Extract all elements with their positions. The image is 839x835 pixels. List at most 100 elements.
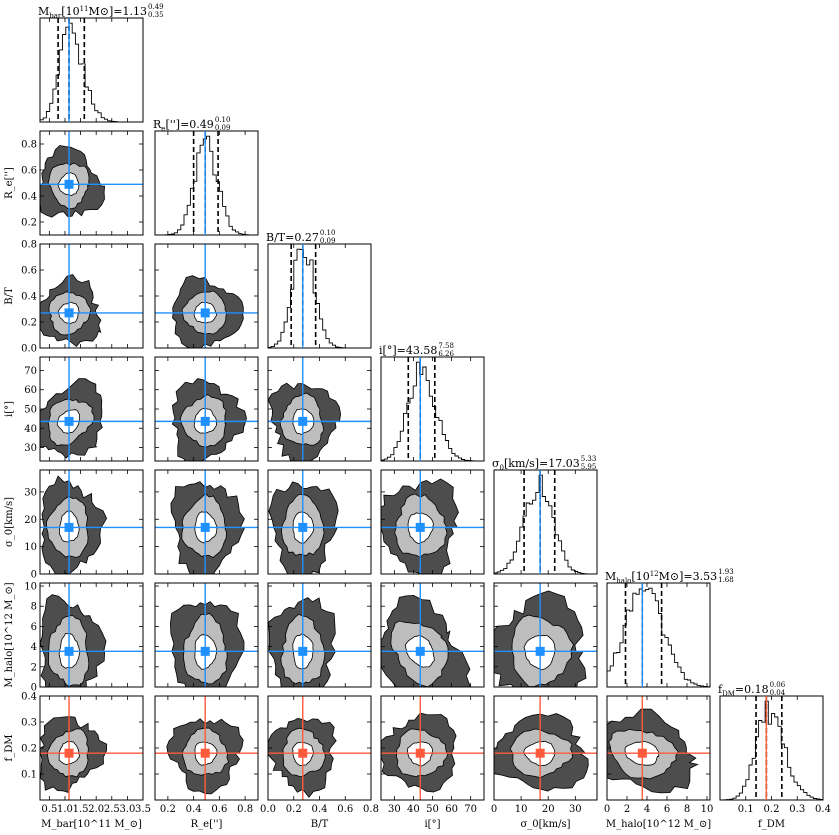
x-tick-label: 30 xyxy=(569,804,582,815)
ticks-6-6 xyxy=(745,696,824,800)
ticks-0-0 xyxy=(48,18,144,122)
hist-title-plus: 7.58 xyxy=(438,342,454,350)
x-tick-label: 10 xyxy=(515,804,528,815)
x-axis-label-fdm: f_DM xyxy=(758,819,785,830)
histogram-mhalo xyxy=(606,587,711,688)
x-tick-label: 0.5 xyxy=(41,804,57,815)
y-tick-label: 0.4 xyxy=(21,292,37,303)
contours xyxy=(268,470,371,574)
hist-panel-bt: B/T=0.27 0.100.09 xyxy=(266,229,372,349)
truth-marker xyxy=(200,416,210,426)
hist-title-minus: 0.35 xyxy=(148,11,164,19)
ticks-6-3 xyxy=(381,695,484,800)
hist-panel-mbar: Mbar[1011M⊙]=1.13 0.490.35 xyxy=(38,3,164,123)
y-tick-label: 20 xyxy=(24,515,37,526)
panel-frame xyxy=(154,582,259,688)
panel-frame xyxy=(380,356,485,462)
y-tick-label: 10 xyxy=(24,542,37,553)
truth-marker xyxy=(535,646,545,656)
hist-title-minus: 1.68 xyxy=(718,576,734,584)
x-tick-label: 1.0 xyxy=(57,804,73,815)
y-tick-label: 50 xyxy=(24,405,37,416)
ticks-2-0 xyxy=(40,243,144,349)
panel-frame xyxy=(606,582,711,688)
contour-panel-sigma-mhalo xyxy=(493,582,598,688)
x-tick-label: 2 xyxy=(624,804,630,815)
contour-panel-re-mhalo xyxy=(154,582,259,688)
truth-marker xyxy=(64,748,74,758)
truth-marker xyxy=(298,748,308,758)
ticks-6-1 xyxy=(155,695,258,800)
x-tick-label: 0.6 xyxy=(211,804,227,815)
x-tick-label: 0.2 xyxy=(160,804,176,815)
x-axis-label-bt: B/T xyxy=(311,819,329,830)
x-tick-label: 0.3 xyxy=(789,804,805,815)
hist-panel-sigma: σ0[km/s]=17.03 5.335.95 xyxy=(492,455,598,575)
contours xyxy=(155,696,258,800)
x-axis-label-re: R_e[''] xyxy=(191,819,223,830)
x-tick-label: 20 xyxy=(542,804,555,815)
y-tick-label: 0.3 xyxy=(21,718,37,729)
x-tick-label: 0.2 xyxy=(764,804,780,815)
truth-marker xyxy=(64,646,74,656)
truth-marker xyxy=(200,748,210,758)
x-tick-label: 0.4 xyxy=(186,804,202,815)
y-tick-label: 0.8 xyxy=(21,140,37,151)
y-tick-label: 0.4 xyxy=(21,192,37,203)
panel-frame xyxy=(719,695,824,801)
ticks-1-0 xyxy=(40,131,144,235)
ticks-2-2 xyxy=(267,244,372,348)
y-tick-label: 0.6 xyxy=(21,166,37,177)
ticks-1-1 xyxy=(167,131,246,235)
contours xyxy=(40,583,143,687)
x-tick-label: 0.1 xyxy=(738,804,754,815)
ticks-4-4 xyxy=(493,470,576,574)
x-tick-label: 0.8 xyxy=(237,804,253,815)
y-tick-label: 0.2 xyxy=(21,318,37,329)
y-axis-label-bt: B/T xyxy=(4,287,15,305)
ticks-5-0 xyxy=(40,583,144,688)
hist-title-plus: 0.06 xyxy=(770,681,786,689)
ticks-4-1 xyxy=(155,470,258,575)
y-tick-label: 0 xyxy=(31,570,37,581)
hist-title-bt: B/T=0.27 xyxy=(266,231,319,244)
contour-panel-re-inc xyxy=(154,356,259,462)
x-tick-label: 0.0 xyxy=(260,804,276,815)
contour-panel-mbar-re xyxy=(39,130,144,236)
contour-panel-re-fdm xyxy=(154,695,259,801)
hist-title-inc: i[°]=43.58 xyxy=(379,344,437,357)
panel-frame xyxy=(39,17,144,123)
contours xyxy=(381,583,484,687)
histogram-bt xyxy=(267,248,371,349)
y-tick-label: 40 xyxy=(24,424,37,435)
y-tick-label: 6 xyxy=(31,622,37,633)
x-tick-label: 3.5 xyxy=(135,804,151,815)
truth-marker xyxy=(415,748,425,758)
contours xyxy=(494,696,597,800)
y-axis-label-fdm: f_DM xyxy=(4,735,15,762)
ticks-3-0 xyxy=(40,357,144,461)
truth-marker xyxy=(200,522,210,532)
panel-frame xyxy=(154,469,259,575)
hist-title-minus: 0.09 xyxy=(215,124,231,132)
x-tick-label: 10 xyxy=(701,804,714,815)
x-axis-label-mbar: M_bar[10^11 M_⊙] xyxy=(41,819,142,830)
x-axis-label-sigma: σ_0[km/s] xyxy=(520,819,570,830)
x-tick-label: 0.2 xyxy=(286,804,302,815)
contours xyxy=(268,696,371,800)
y-axis-label-inc: i[°] xyxy=(4,401,15,417)
hist-title-minus: 0.04 xyxy=(770,689,786,697)
x-tick-label: 2.0 xyxy=(88,804,104,815)
contour-panel-bt-sigma xyxy=(267,469,372,575)
ticks-5-4 xyxy=(493,583,597,688)
ticks-6-0 xyxy=(40,695,144,800)
x-tick-label: 4 xyxy=(644,804,650,815)
truth-marker xyxy=(64,308,74,318)
ticks-4-0 xyxy=(40,470,144,575)
x-tick-label: 0.4 xyxy=(815,804,831,815)
contours xyxy=(381,470,484,574)
contours xyxy=(40,696,143,800)
hist-title-minus: 6.26 xyxy=(438,350,454,358)
contours xyxy=(381,696,484,800)
